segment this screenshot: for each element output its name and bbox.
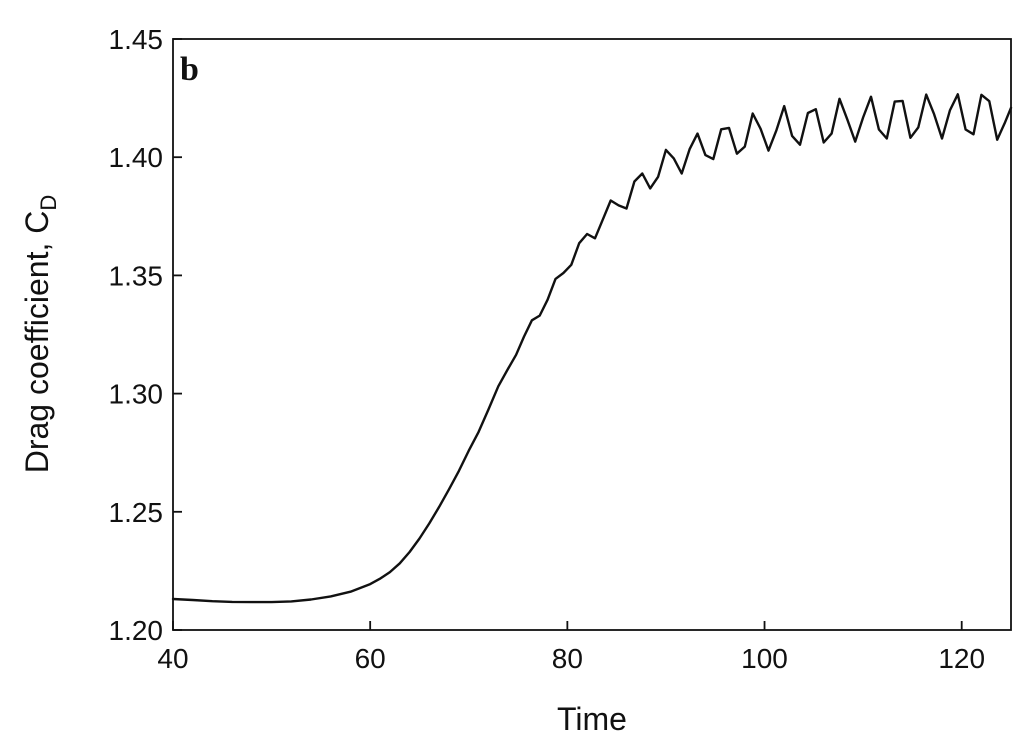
y-tick-label: 1.20 [109,615,164,646]
drag-coefficient-line [171,93,1013,604]
y-axis-ticks: 1.20 1.25 1.30 1.35 1.40 1.45 [109,24,182,646]
y-tick-label: 1.35 [109,260,164,291]
y-tick-label: 1.25 [109,497,164,528]
y-axis-title-subscript: D [36,195,61,211]
y-tick-label: 1.45 [109,24,164,55]
y-tick-label: 1.30 [109,379,164,410]
x-axis-ticks: 40 60 80 100 120 [157,621,985,674]
x-tick-label: 100 [741,643,788,674]
panel-label: b [180,51,199,88]
y-tick-label: 1.40 [109,142,164,173]
x-axis-title: Time [557,701,627,737]
series-layer [171,93,1013,604]
x-tick-label: 120 [938,643,985,674]
plot-frame [172,38,1012,631]
x-tick-label: 60 [355,643,386,674]
y-axis-title-main: Drag coefficient, C [19,211,55,474]
x-tick-label: 40 [157,643,188,674]
x-tick-label: 80 [552,643,583,674]
y-axis-title: Drag coefficient, CD [19,195,61,474]
